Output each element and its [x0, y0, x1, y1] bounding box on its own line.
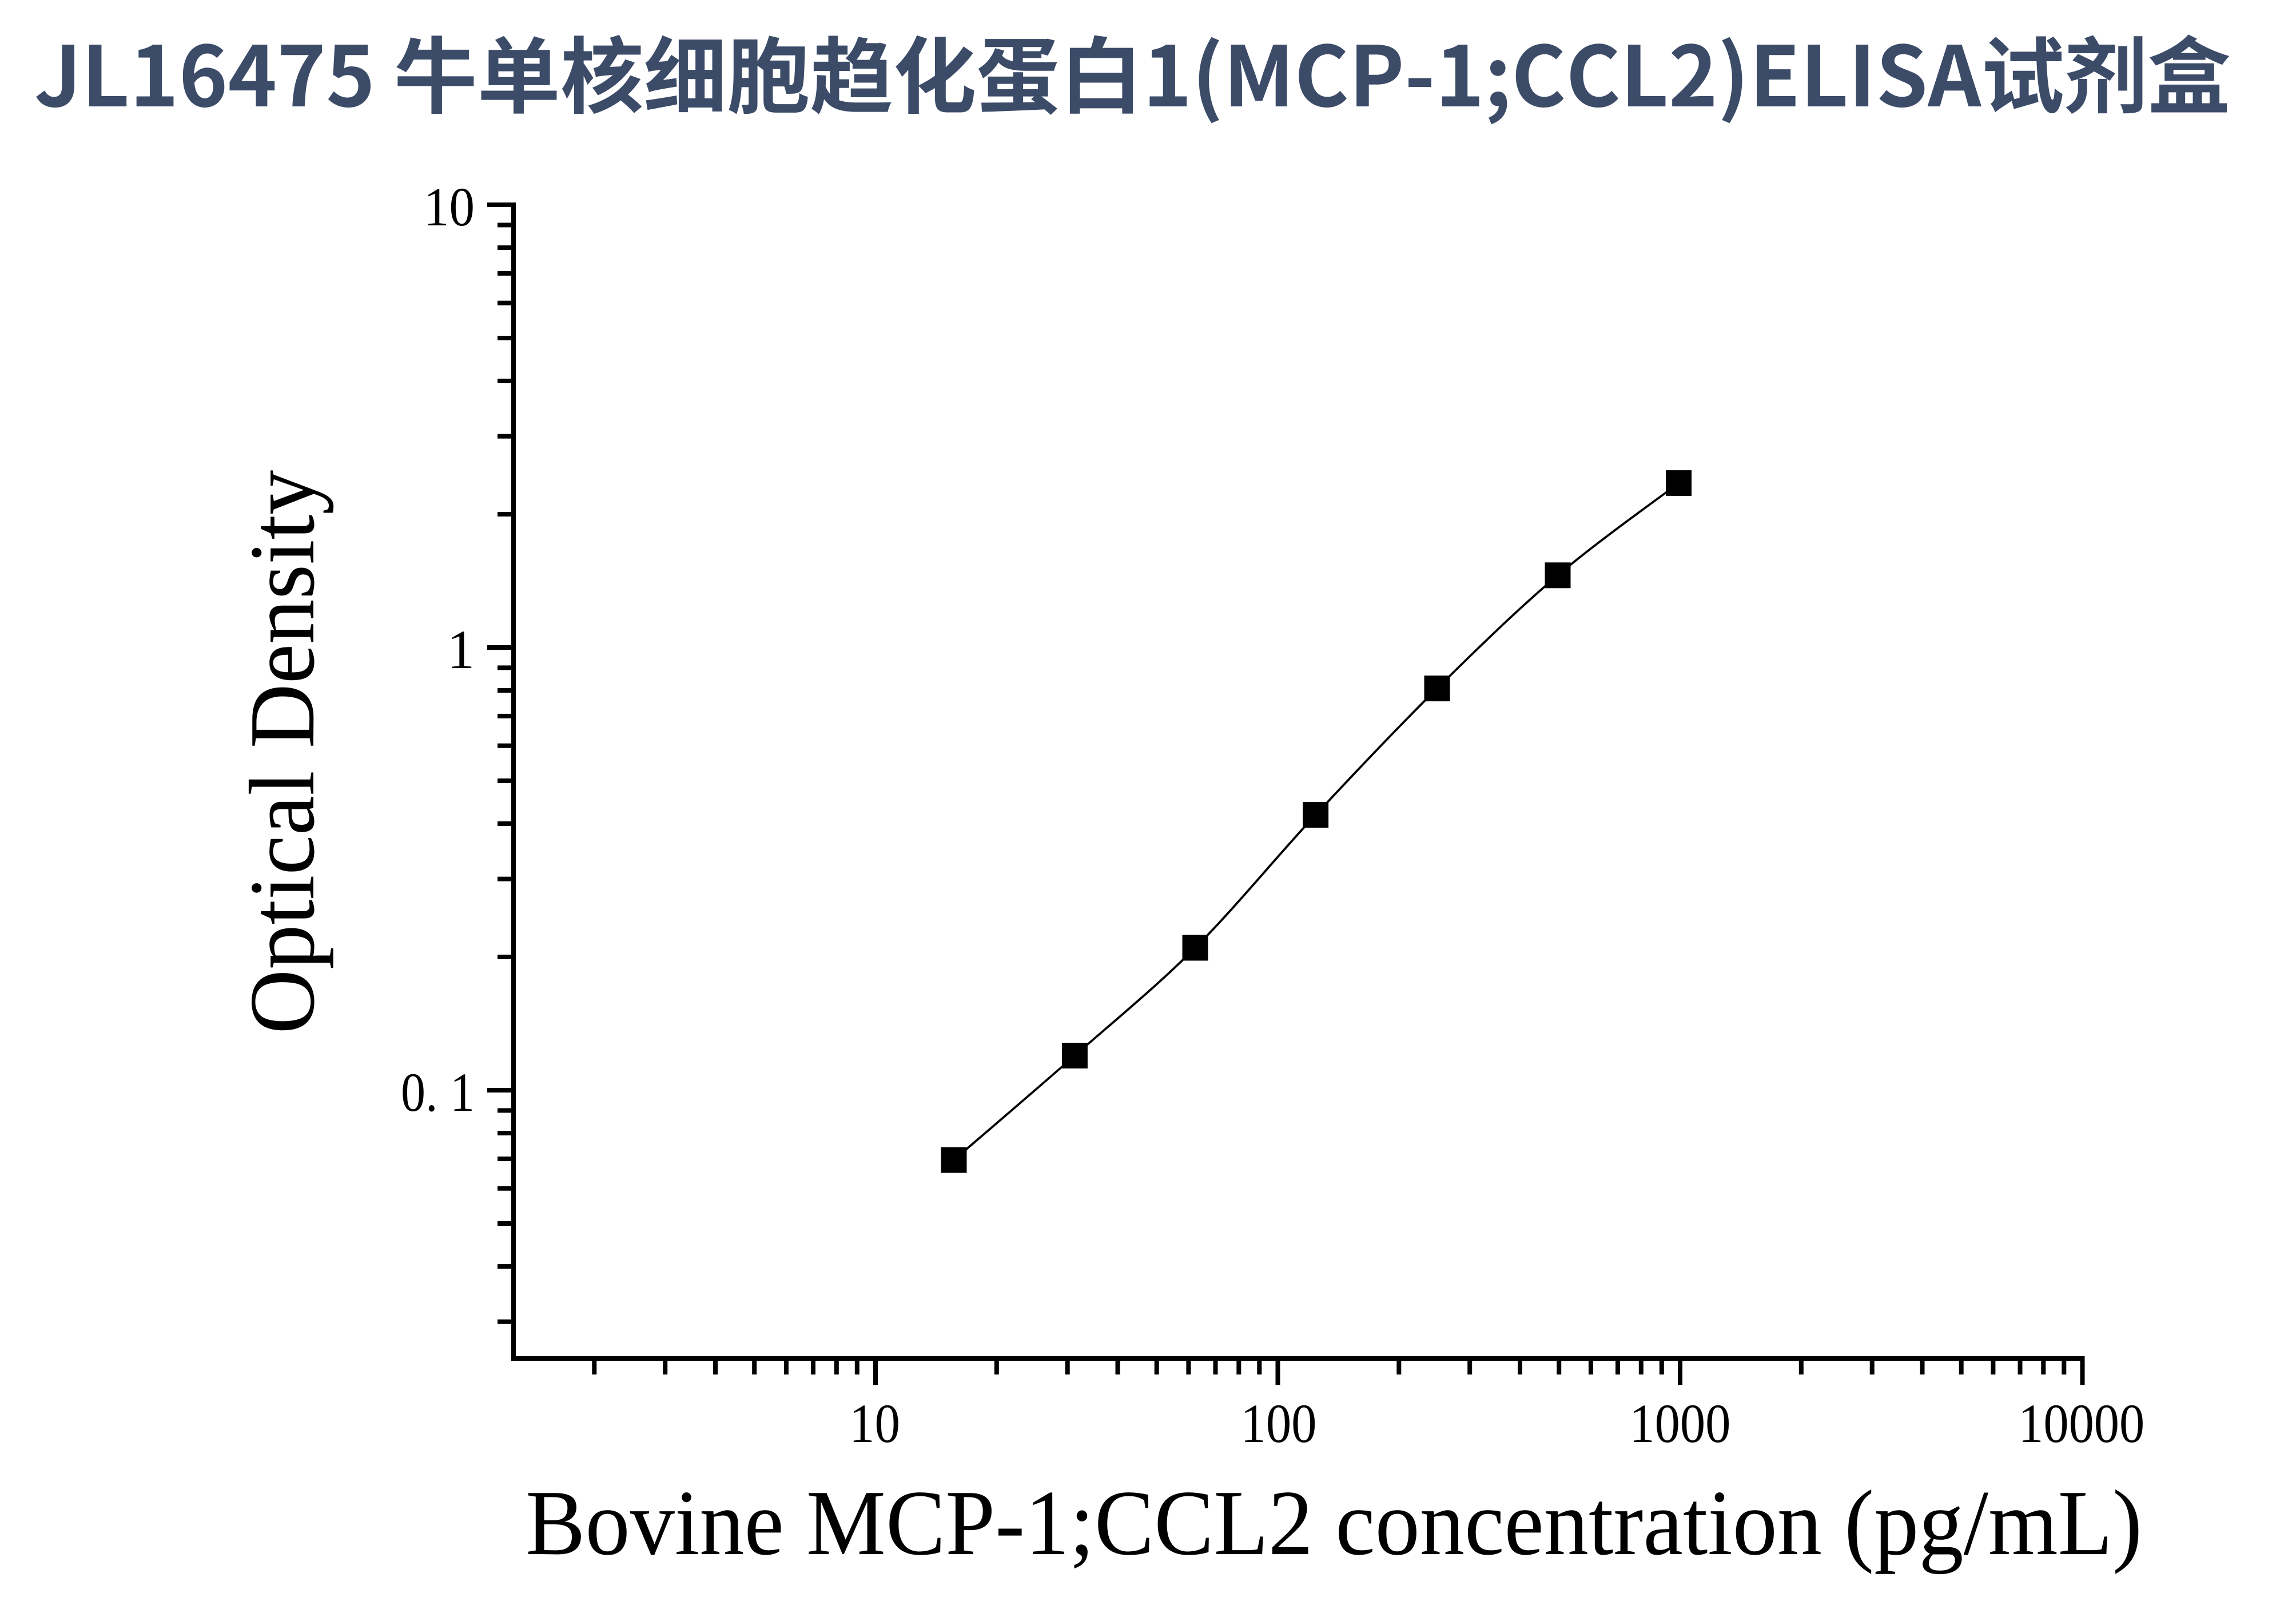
- svg-text:Bovine MCP-1;CCL2 concentratio: Bovine MCP-1;CCL2 concentration (pg/mL): [526, 1472, 2142, 1575]
- svg-text:1000: 1000: [1629, 1393, 1730, 1454]
- svg-text:100: 100: [1241, 1393, 1317, 1454]
- svg-text:0. 1: 0. 1: [401, 1062, 475, 1123]
- svg-text:10000: 10000: [2018, 1393, 2144, 1454]
- svg-text:10: 10: [849, 1393, 900, 1454]
- svg-text:Optical Density: Optical Density: [231, 470, 334, 1034]
- svg-text:10: 10: [424, 176, 475, 237]
- svg-text:1: 1: [447, 619, 475, 680]
